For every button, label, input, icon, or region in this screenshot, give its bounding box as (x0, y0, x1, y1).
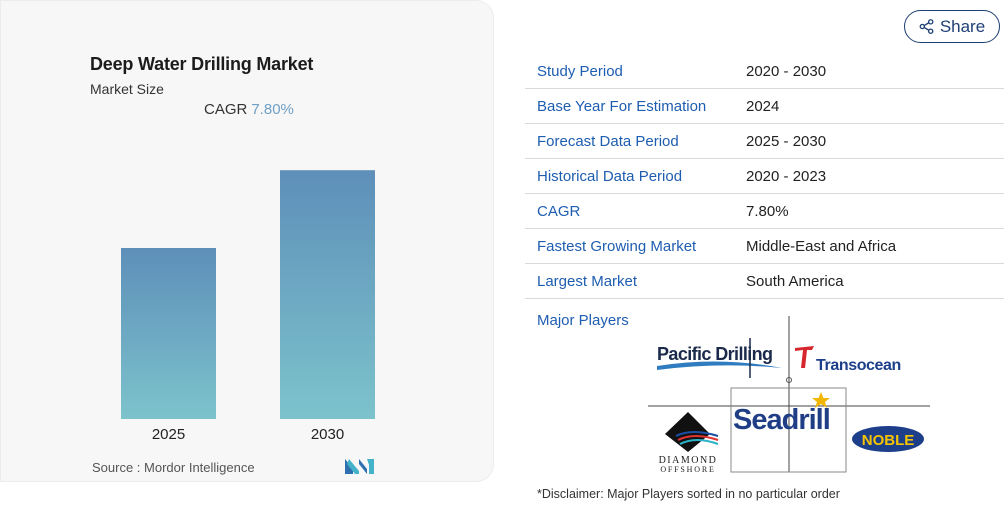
info-label[interactable]: Study Period (537, 63, 623, 80)
seadrill-logo: Seadrill (733, 392, 831, 436)
info-row-base-year: Base Year For Estimation 2024 (525, 89, 1004, 124)
info-row-largest-market: Largest Market South America (525, 264, 1004, 299)
noble-text: NOBLE (862, 432, 915, 449)
noble-logo: NOBLE (852, 426, 924, 452)
info-label[interactable]: Largest Market (537, 272, 638, 290)
transocean-logo: Transocean (795, 346, 901, 374)
info-value: South America (746, 272, 844, 290)
share-icon (919, 19, 934, 34)
bar-chart: 2025 2030 (121, 170, 375, 443)
info-value: 2020 - 2030 (746, 63, 827, 80)
info-row-fastest-growing: Fastest Growing Market Middle-East and A… (525, 229, 1004, 264)
bar-2025[interactable] (121, 248, 216, 419)
x-tick-label: 2030 (311, 426, 344, 443)
info-value: 7.80% (746, 202, 789, 220)
info-label[interactable]: Historical Data Period (537, 167, 683, 185)
cagr-label: CAGR (204, 101, 248, 118)
info-value: 2025 - 2030 (746, 132, 827, 150)
transocean-text: Transocean (816, 357, 901, 374)
info-value: 2024 (746, 97, 780, 115)
bar-2030[interactable] (280, 170, 375, 419)
chart-source: Source : Mordor Intelligence (92, 460, 255, 475)
info-row-cagr: CAGR 7.80% (525, 194, 1004, 229)
seadrill-text: Seadrill (733, 404, 830, 436)
info-label[interactable]: Forecast Data Period (537, 132, 679, 150)
info-value: Middle-East and Africa (746, 237, 897, 255)
cagr-value: 7.80% (251, 101, 294, 118)
cagr-annotation: CAGR 7.80% (204, 101, 294, 118)
info-label[interactable]: CAGR (537, 202, 581, 220)
x-tick-label: 2025 (152, 426, 185, 443)
chart-subtitle: Market Size (90, 81, 164, 97)
offshore-text: OFFSHORE (660, 465, 715, 474)
mordor-intelligence-logo-icon (345, 459, 374, 474)
logo-frame (730, 387, 847, 473)
source-name: Mordor Intelligence (144, 460, 255, 475)
major-players-logos: Pacific Drilling Transocean Seadrill DIA… (640, 312, 940, 477)
chart-title: Deep Water Drilling Market (90, 54, 314, 74)
source-label: Source : (92, 460, 141, 475)
info-row-study-period: Study Period 2020 - 2030 (525, 55, 1004, 89)
share-button[interactable]: Share (904, 10, 1000, 43)
market-chart-card: 2025 2030 Deep Water Drilling Market Mark… (0, 0, 494, 482)
diamond-offshore-logo: DIAMOND OFFSHORE (659, 412, 719, 474)
pacific-drilling-text: Pacific Drilling (657, 344, 772, 364)
market-info-table: Study Period 2020 - 2030 Base Year For E… (525, 55, 1004, 299)
major-players-label[interactable]: Major Players (537, 312, 629, 329)
info-row-forecast-period: Forecast Data Period 2025 - 2030 (525, 124, 1004, 159)
info-row-historical-period: Historical Data Period 2020 - 2023 (525, 159, 1004, 194)
info-label[interactable]: Fastest Growing Market (537, 237, 697, 255)
disclaimer-text: *Disclaimer: Major Players sorted in no … (537, 487, 840, 501)
info-label[interactable]: Base Year For Estimation (537, 97, 707, 115)
pacific-drilling-logo: Pacific Drilling (657, 338, 782, 378)
info-value: 2020 - 2023 (746, 167, 827, 185)
diamond-text: DIAMOND (659, 455, 718, 466)
share-label: Share (939, 16, 986, 36)
